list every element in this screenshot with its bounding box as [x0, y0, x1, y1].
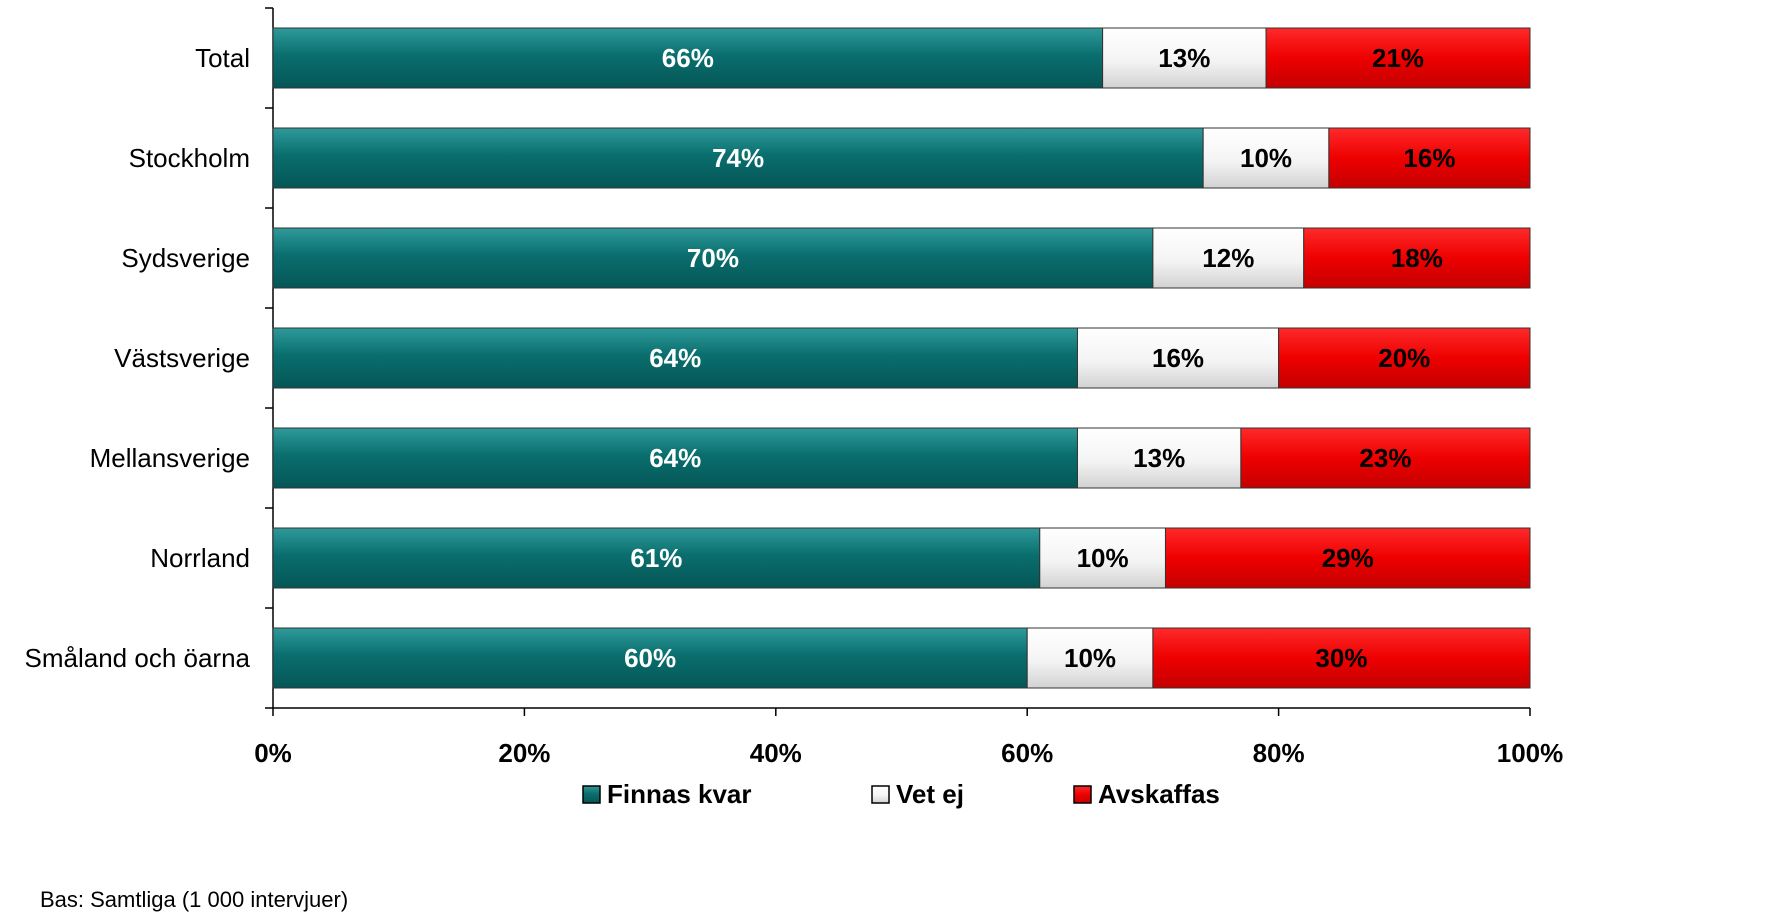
category-label: Stockholm: [129, 143, 250, 173]
category-label: Total: [195, 43, 250, 73]
data-label: 10%: [1077, 543, 1129, 573]
bar-segment-avskaffas: [1164, 527, 1531, 589]
data-label: 16%: [1152, 343, 1204, 373]
data-label: 64%: [649, 343, 701, 373]
category-labels: Total Stockholm Sydsverige Västsverige Mella…: [25, 43, 251, 673]
data-label: 12%: [1202, 243, 1254, 273]
bar-segment-finnas-kvar: [272, 27, 1104, 89]
bar-segment-finnas-kvar: [272, 327, 1078, 389]
bar-segment-vet-ej: [1076, 327, 1280, 389]
legend-label: Vet ej: [896, 779, 964, 809]
data-label: 10%: [1240, 143, 1292, 173]
data-label: 66%: [662, 43, 714, 73]
data-label: 10%: [1064, 643, 1116, 673]
data-label: 29%: [1322, 543, 1374, 573]
x-tick-label: 100%: [1497, 738, 1564, 768]
data-label: 60%: [624, 643, 676, 673]
bar-segment-avskaffas: [1303, 227, 1531, 289]
x-tick-label: 0%: [254, 738, 292, 768]
data-label: 61%: [630, 543, 682, 573]
x-tick-label: 60%: [1001, 738, 1053, 768]
x-tick-label: 80%: [1253, 738, 1305, 768]
data-label: 18%: [1391, 243, 1443, 273]
bars: [272, 27, 1531, 689]
x-tick-labels: 0% 20% 40% 60% 80% 100%: [254, 738, 1563, 768]
category-label: Mellansverige: [90, 443, 250, 473]
bar-segment-vet-ej: [1039, 527, 1166, 589]
bar-segment-vet-ej: [1026, 627, 1154, 689]
legend: Finnas kvar Vet ej Avskaffas: [582, 779, 1220, 809]
value-labels: 66% 13% 21% 74% 10% 16% 70% 12% 18% 64% 16% 20% 64% 1…: [624, 43, 1455, 673]
bar-segment-vet-ej: [1102, 27, 1267, 89]
bar-segment-finnas-kvar: [272, 227, 1154, 289]
bar-segment-avskaffas: [1240, 427, 1531, 489]
data-label: 64%: [649, 443, 701, 473]
legend-swatch: [871, 785, 890, 804]
category-label: Norrland: [150, 543, 250, 573]
data-label: 21%: [1372, 43, 1424, 73]
bar-segment-vet-ej: [1202, 127, 1330, 189]
legend-label: Avskaffas: [1098, 779, 1220, 809]
bar-segment-finnas-kvar: [272, 627, 1028, 689]
legend-swatch: [1073, 785, 1092, 804]
data-label: 20%: [1378, 343, 1430, 373]
bar-segment-finnas-kvar: [272, 427, 1078, 489]
data-label: 30%: [1315, 643, 1367, 673]
category-label: Västsverige: [114, 343, 250, 373]
data-label: 13%: [1158, 43, 1210, 73]
legend-label: Finnas kvar: [607, 779, 752, 809]
category-label: Sydsverige: [121, 243, 250, 273]
bar-segment-finnas-kvar: [272, 527, 1041, 589]
data-label: 13%: [1133, 443, 1185, 473]
bar-segment-avskaffas: [1152, 627, 1531, 689]
footnote: Bas: Samtliga (1 000 intervjuer): [40, 887, 349, 912]
x-tick-label: 40%: [750, 738, 802, 768]
data-label: 70%: [687, 243, 739, 273]
bar-segment-vet-ej: [1152, 227, 1305, 289]
bar-segment-avskaffas: [1328, 127, 1531, 189]
bar-segment-avskaffas: [1278, 327, 1531, 389]
data-label: 74%: [712, 143, 764, 173]
data-label: 16%: [1403, 143, 1455, 173]
data-label: 23%: [1359, 443, 1411, 473]
bar-segment-finnas-kvar: [272, 127, 1204, 189]
bar-segment-vet-ej: [1076, 427, 1242, 489]
legend-swatch: [582, 785, 601, 804]
x-tick-label: 20%: [498, 738, 550, 768]
category-label: Småland och öarna: [25, 643, 251, 673]
bar-segment-avskaffas: [1265, 27, 1531, 89]
